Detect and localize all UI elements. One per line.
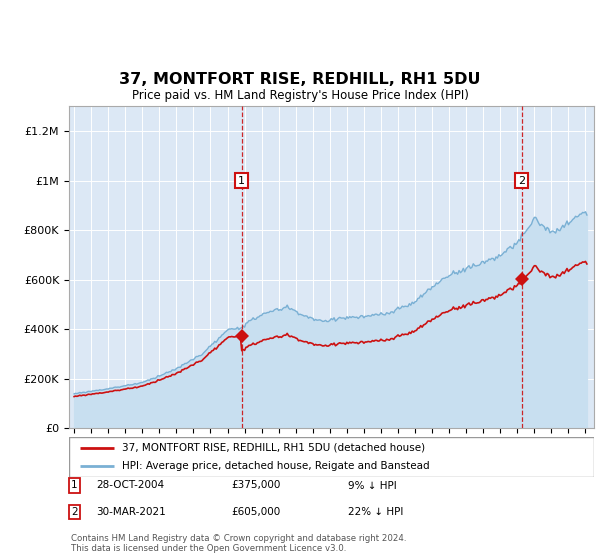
Text: 22% ↓ HPI: 22% ↓ HPI (348, 507, 403, 517)
Text: 2: 2 (518, 176, 525, 186)
Text: 37, MONTFORT RISE, REDHILL, RH1 5DU (detached house): 37, MONTFORT RISE, REDHILL, RH1 5DU (det… (121, 443, 425, 452)
FancyBboxPatch shape (69, 437, 594, 477)
Text: £605,000: £605,000 (231, 507, 280, 517)
Text: HPI: Average price, detached house, Reigate and Banstead: HPI: Average price, detached house, Reig… (121, 461, 429, 471)
Text: 1: 1 (238, 176, 245, 186)
Text: 30-MAR-2021: 30-MAR-2021 (96, 507, 166, 517)
Text: 28-OCT-2004: 28-OCT-2004 (96, 480, 164, 491)
Text: 2: 2 (71, 507, 77, 517)
Text: 1: 1 (71, 480, 77, 491)
Text: 37, MONTFORT RISE, REDHILL, RH1 5DU: 37, MONTFORT RISE, REDHILL, RH1 5DU (119, 72, 481, 87)
Text: Contains HM Land Registry data © Crown copyright and database right 2024.
This d: Contains HM Land Registry data © Crown c… (71, 534, 406, 553)
Text: 9% ↓ HPI: 9% ↓ HPI (348, 480, 397, 491)
Text: Price paid vs. HM Land Registry's House Price Index (HPI): Price paid vs. HM Land Registry's House … (131, 89, 469, 102)
Text: £375,000: £375,000 (231, 480, 280, 491)
